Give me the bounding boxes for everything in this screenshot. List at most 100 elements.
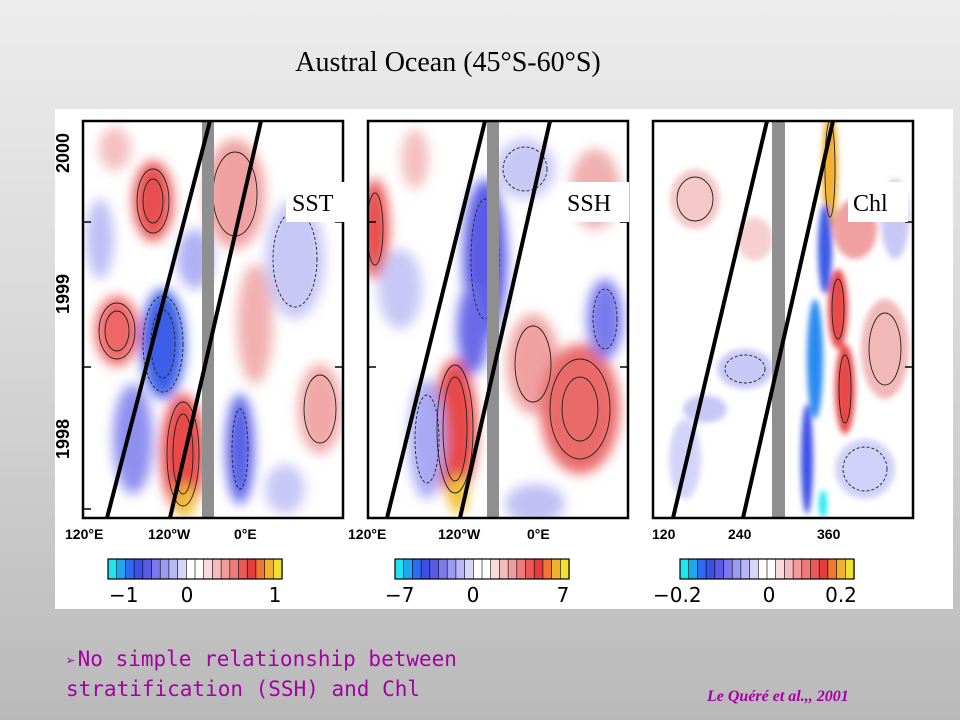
arrow-bullet-icon: ➢ (66, 651, 76, 670)
ssh-cbar-max: 7 (557, 583, 570, 607)
sst-xtick-3: 0°E (234, 526, 257, 542)
colorbar-swatch (220, 558, 231, 580)
colorbar-swatch (766, 558, 777, 580)
colorbar-swatch (472, 558, 483, 580)
ssh-cbar-min: −7 (385, 583, 414, 607)
panel-label-ssh: SSH (567, 191, 611, 217)
colorbar-swatch (177, 558, 187, 580)
colorbar-swatch (723, 558, 733, 580)
colorbar-swatch (559, 558, 570, 580)
colorbar-swatch (827, 558, 838, 580)
colorbar-swatch (490, 558, 501, 580)
colorbar-swatch (159, 558, 170, 580)
colorbar-swatch (542, 558, 553, 580)
sst-colorbar (107, 558, 283, 580)
colorbar-swatch (844, 558, 855, 580)
citation: Le Quéré et al.,, 2001 (707, 688, 849, 705)
chl-cbar-mid: 0 (763, 583, 776, 607)
hovmoller-figure: 2000 1999 1998 (55, 109, 953, 609)
colorbar-swatch (133, 558, 144, 580)
colorbar-swatch (810, 558, 820, 580)
colorbar-frame (394, 558, 570, 580)
panel-label-sst: SST (292, 191, 334, 217)
ssh-xtick-1: 120°E (348, 526, 386, 542)
figure-canvas: 2000 1999 1998 (55, 119, 915, 607)
colorbar-swatch (246, 558, 257, 580)
colorbar-swatch (125, 558, 135, 580)
chl-field (653, 121, 913, 518)
colorbar-swatch (551, 558, 561, 580)
chl-xtick-1: 120 (652, 526, 676, 542)
colorbar-swatch (516, 558, 527, 580)
ssh-xtick-2: 120°W (438, 526, 481, 542)
chl-colorbar (679, 558, 855, 580)
colorbar-swatch (697, 558, 707, 580)
panel-label-chl: Chl (853, 191, 888, 217)
colorbar-swatch (731, 558, 742, 580)
colorbar-swatch (446, 558, 457, 580)
colorbar-swatch (757, 558, 768, 580)
colorbar-swatch (533, 558, 544, 580)
sst-xtick-2: 120°W (148, 526, 191, 542)
colorbar-swatch (438, 558, 448, 580)
colorbar-swatch (481, 558, 492, 580)
colorbar-swatch (499, 558, 509, 580)
colorbar-swatch (412, 558, 422, 580)
colorbar-swatch (464, 558, 474, 580)
colorbar-swatch (740, 558, 751, 580)
colorbar-swatch (142, 558, 153, 580)
colorbar-swatch (186, 558, 196, 580)
ssh-cbar-mid: 0 (467, 583, 480, 607)
chl-cbar-max: 0.2 (825, 583, 857, 607)
year-label-1998: 1998 (55, 419, 73, 459)
colorbar-swatch (273, 558, 283, 580)
colorbar-swatch (784, 558, 794, 580)
sst-xtick-1: 120°E (65, 526, 103, 542)
colorbar-swatch (818, 558, 829, 580)
colorbar-swatch (194, 558, 205, 580)
colorbar-swatch (455, 558, 466, 580)
colorbar-swatch (507, 558, 518, 580)
bullet-text-line-2: stratification (SSH) and Chl (66, 677, 421, 701)
colorbar-frame (107, 558, 283, 580)
colorbar-swatch (229, 558, 240, 580)
colorbar-swatch (203, 558, 213, 580)
colorbar-swatch (429, 558, 440, 580)
slide-title: Austral Ocean (45°S-60°S) (295, 47, 601, 78)
colorbar-swatch (107, 558, 118, 580)
colorbar-swatch (525, 558, 535, 580)
chl-cbar-min: −0.2 (653, 583, 702, 607)
colorbar-swatch (688, 558, 699, 580)
colorbar-swatch (420, 558, 431, 580)
colorbar-swatch (168, 558, 179, 580)
ssh-xtick-3: 0°E (527, 526, 550, 542)
panel-ssh: SSH 120°E 120°W 0°E −7 0 7 (348, 119, 630, 607)
colorbar-swatch (394, 558, 405, 580)
sst-cbar-max: 1 (269, 583, 282, 607)
colorbar-swatch (801, 558, 812, 580)
colorbar-swatch (264, 558, 274, 580)
colorbar-swatch (714, 558, 725, 580)
colorbar-swatch (749, 558, 759, 580)
colorbar-swatch (679, 558, 690, 580)
sst-field (83, 121, 343, 518)
year-label-1999: 1999 (55, 274, 73, 314)
bullet-note: ➢No simple relationship between stratifi… (66, 645, 457, 703)
colorbar-swatch (705, 558, 716, 580)
chl-xtick-3: 360 (817, 526, 841, 542)
year-label-2000: 2000 (55, 133, 73, 173)
colorbar-swatch (116, 558, 127, 580)
ssh-colorbar (394, 558, 570, 580)
panel-chl: Chl 120 240 360 −0.2 0 0.2 (651, 119, 915, 607)
bullet-text-line-1: No simple relationship between (77, 647, 457, 671)
colorbar-swatch (403, 558, 414, 580)
chl-xtick-2: 240 (728, 526, 752, 542)
colorbar-swatch (836, 558, 846, 580)
colorbar-swatch (212, 558, 222, 580)
panel-sst: SST 120°E 120°W 0°E −1 0 1 (65, 119, 346, 607)
sst-cbar-mid: 0 (181, 583, 194, 607)
colorbar-frame (679, 558, 855, 580)
sst-cbar-min: −1 (109, 583, 138, 607)
colorbar-swatch (238, 558, 248, 580)
colorbar-swatch (255, 558, 266, 580)
